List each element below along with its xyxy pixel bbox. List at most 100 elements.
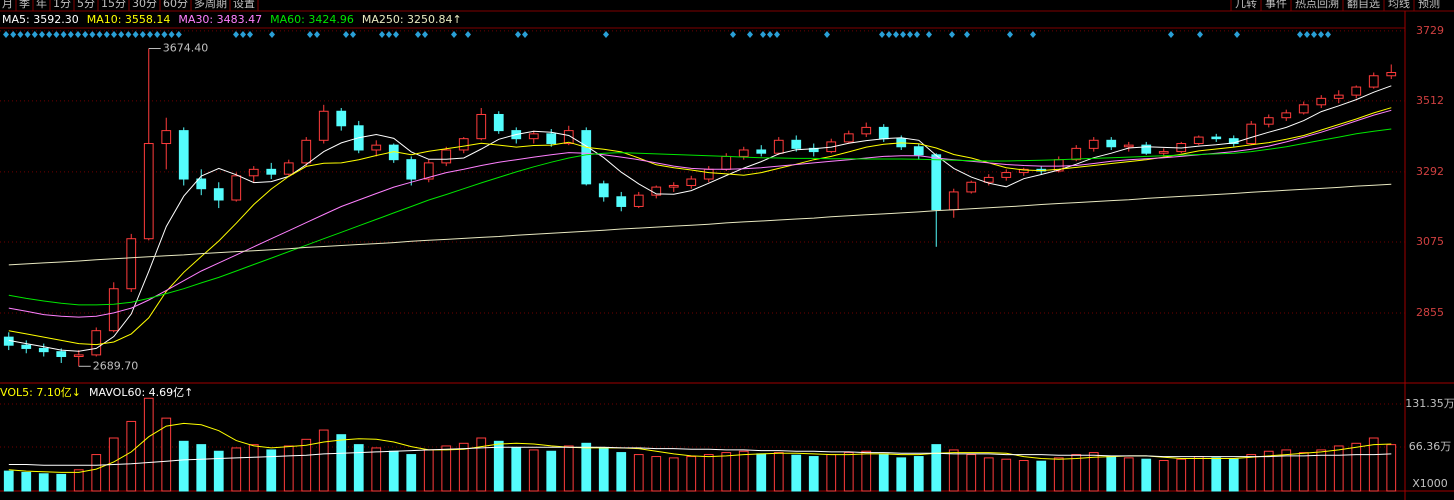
signal-marker <box>386 31 392 38</box>
candle-body <box>336 110 347 127</box>
candle-body <box>1001 172 1012 178</box>
toolbar-tab[interactable]: 5分 <box>77 0 95 10</box>
candle-body <box>318 110 329 141</box>
signal-marker <box>949 31 955 38</box>
volume-bar <box>458 442 469 492</box>
ma-line <box>8 183 1392 266</box>
candle-body <box>791 139 802 149</box>
signal-marker <box>926 31 932 38</box>
volume-bar <box>808 456 819 492</box>
toolbar-tab[interactable]: 设置 <box>233 0 255 10</box>
signal-marker <box>451 31 457 38</box>
toolbar-button[interactable]: 翻自选 <box>1347 0 1380 10</box>
volume-bar <box>703 454 714 492</box>
candle-body <box>598 183 609 198</box>
toolbar-tab[interactable]: 季 <box>19 0 30 10</box>
signal-marker <box>1030 31 1036 38</box>
volume-bar <box>738 450 749 492</box>
toolbar-button[interactable]: 事件 <box>1265 0 1287 10</box>
toolbar-button[interactable]: 预测 <box>1418 0 1440 10</box>
toolbar-tab[interactable]: 15分 <box>101 0 126 10</box>
toolbar-tab[interactable]: 多周期 <box>194 0 227 10</box>
volume-bar <box>651 456 662 492</box>
signal-marker <box>1311 31 1317 38</box>
signal-marker <box>964 31 970 38</box>
candle-body <box>108 288 119 332</box>
volume-bar <box>878 454 889 492</box>
volume-bar <box>1071 454 1082 492</box>
volume-bar <box>353 444 364 492</box>
signal-marker <box>53 31 60 38</box>
signal-marker <box>89 31 96 38</box>
candle-body <box>633 194 644 207</box>
volume-bar <box>493 440 504 492</box>
volume-bar <box>1211 457 1222 492</box>
ma-line <box>8 85 1392 352</box>
volume-bar <box>3 470 14 492</box>
legend-entry: MA250: 3250.84↑ <box>362 13 462 26</box>
signal-marker <box>1007 31 1013 38</box>
signal-marker <box>24 31 31 38</box>
signal-marker <box>824 31 830 38</box>
toolbar-button[interactable]: 热点回溯 <box>1295 0 1339 10</box>
y-tick-label: 3292 <box>1416 165 1444 178</box>
signal-marker <box>60 31 67 38</box>
toolbar-tab[interactable]: 年 <box>36 0 47 10</box>
toolbar-button[interactable]: 均线 <box>1388 0 1410 10</box>
candle-body <box>686 178 697 186</box>
volume-bar <box>91 454 102 492</box>
toolbar-tab[interactable]: 60分 <box>163 0 188 10</box>
volume-bar <box>966 454 977 492</box>
volume-bar <box>1158 460 1169 492</box>
candle-body <box>721 155 732 170</box>
volume-bar <box>126 420 137 492</box>
candle-body <box>1211 136 1222 140</box>
candle-body <box>266 168 277 175</box>
volume-bar <box>1193 456 1204 492</box>
legend-entry: MA30: 3483.47 <box>178 13 262 26</box>
signal-marker <box>147 31 153 38</box>
candle-body <box>703 168 714 180</box>
candle-body <box>213 188 224 201</box>
volume-bar <box>1053 457 1064 492</box>
signal-marker <box>125 31 132 38</box>
signal-marker <box>154 31 161 38</box>
volume-bar <box>1351 442 1362 492</box>
signal-marker <box>39 31 45 38</box>
signal-marker <box>1297 31 1303 38</box>
toolbar-tab[interactable]: 月 <box>2 0 13 10</box>
signal-marker <box>900 31 906 38</box>
volume-bar <box>388 450 399 492</box>
legend-entry: MA60: 3424.96 <box>270 13 354 26</box>
signal-marker <box>393 31 399 38</box>
volume-bar <box>38 473 49 492</box>
volume-bar <box>441 445 452 492</box>
signal-marker <box>515 31 521 38</box>
signal-marker <box>31 31 38 38</box>
toolbar-tab[interactable]: 1分 <box>53 0 71 10</box>
toolbar-button[interactable]: 几转 <box>1235 0 1257 10</box>
candle-body <box>1351 86 1362 96</box>
signal-marker <box>314 31 320 38</box>
candle-body <box>563 130 574 145</box>
candle-body <box>931 154 942 211</box>
candle-body <box>21 344 32 349</box>
annotation-label: 2689.70 <box>93 359 139 372</box>
signal-marker <box>465 31 471 38</box>
signal-marker <box>3 31 9 38</box>
candle-body <box>371 144 382 151</box>
volume-bar <box>248 444 259 492</box>
candle-body <box>966 181 977 193</box>
signal-marker <box>603 31 609 38</box>
y-tick-label: 66.36万 <box>1409 440 1452 453</box>
volume-bar <box>843 452 854 492</box>
candle-body <box>546 133 557 145</box>
signal-marker <box>422 31 428 38</box>
volume-bar <box>231 447 242 492</box>
volume-bar <box>318 429 329 492</box>
signal-marker <box>132 31 139 38</box>
volume-bar <box>563 445 574 492</box>
volume-bar <box>931 444 942 492</box>
candle-body <box>161 130 172 145</box>
toolbar-tab[interactable]: 30分 <box>132 0 157 10</box>
